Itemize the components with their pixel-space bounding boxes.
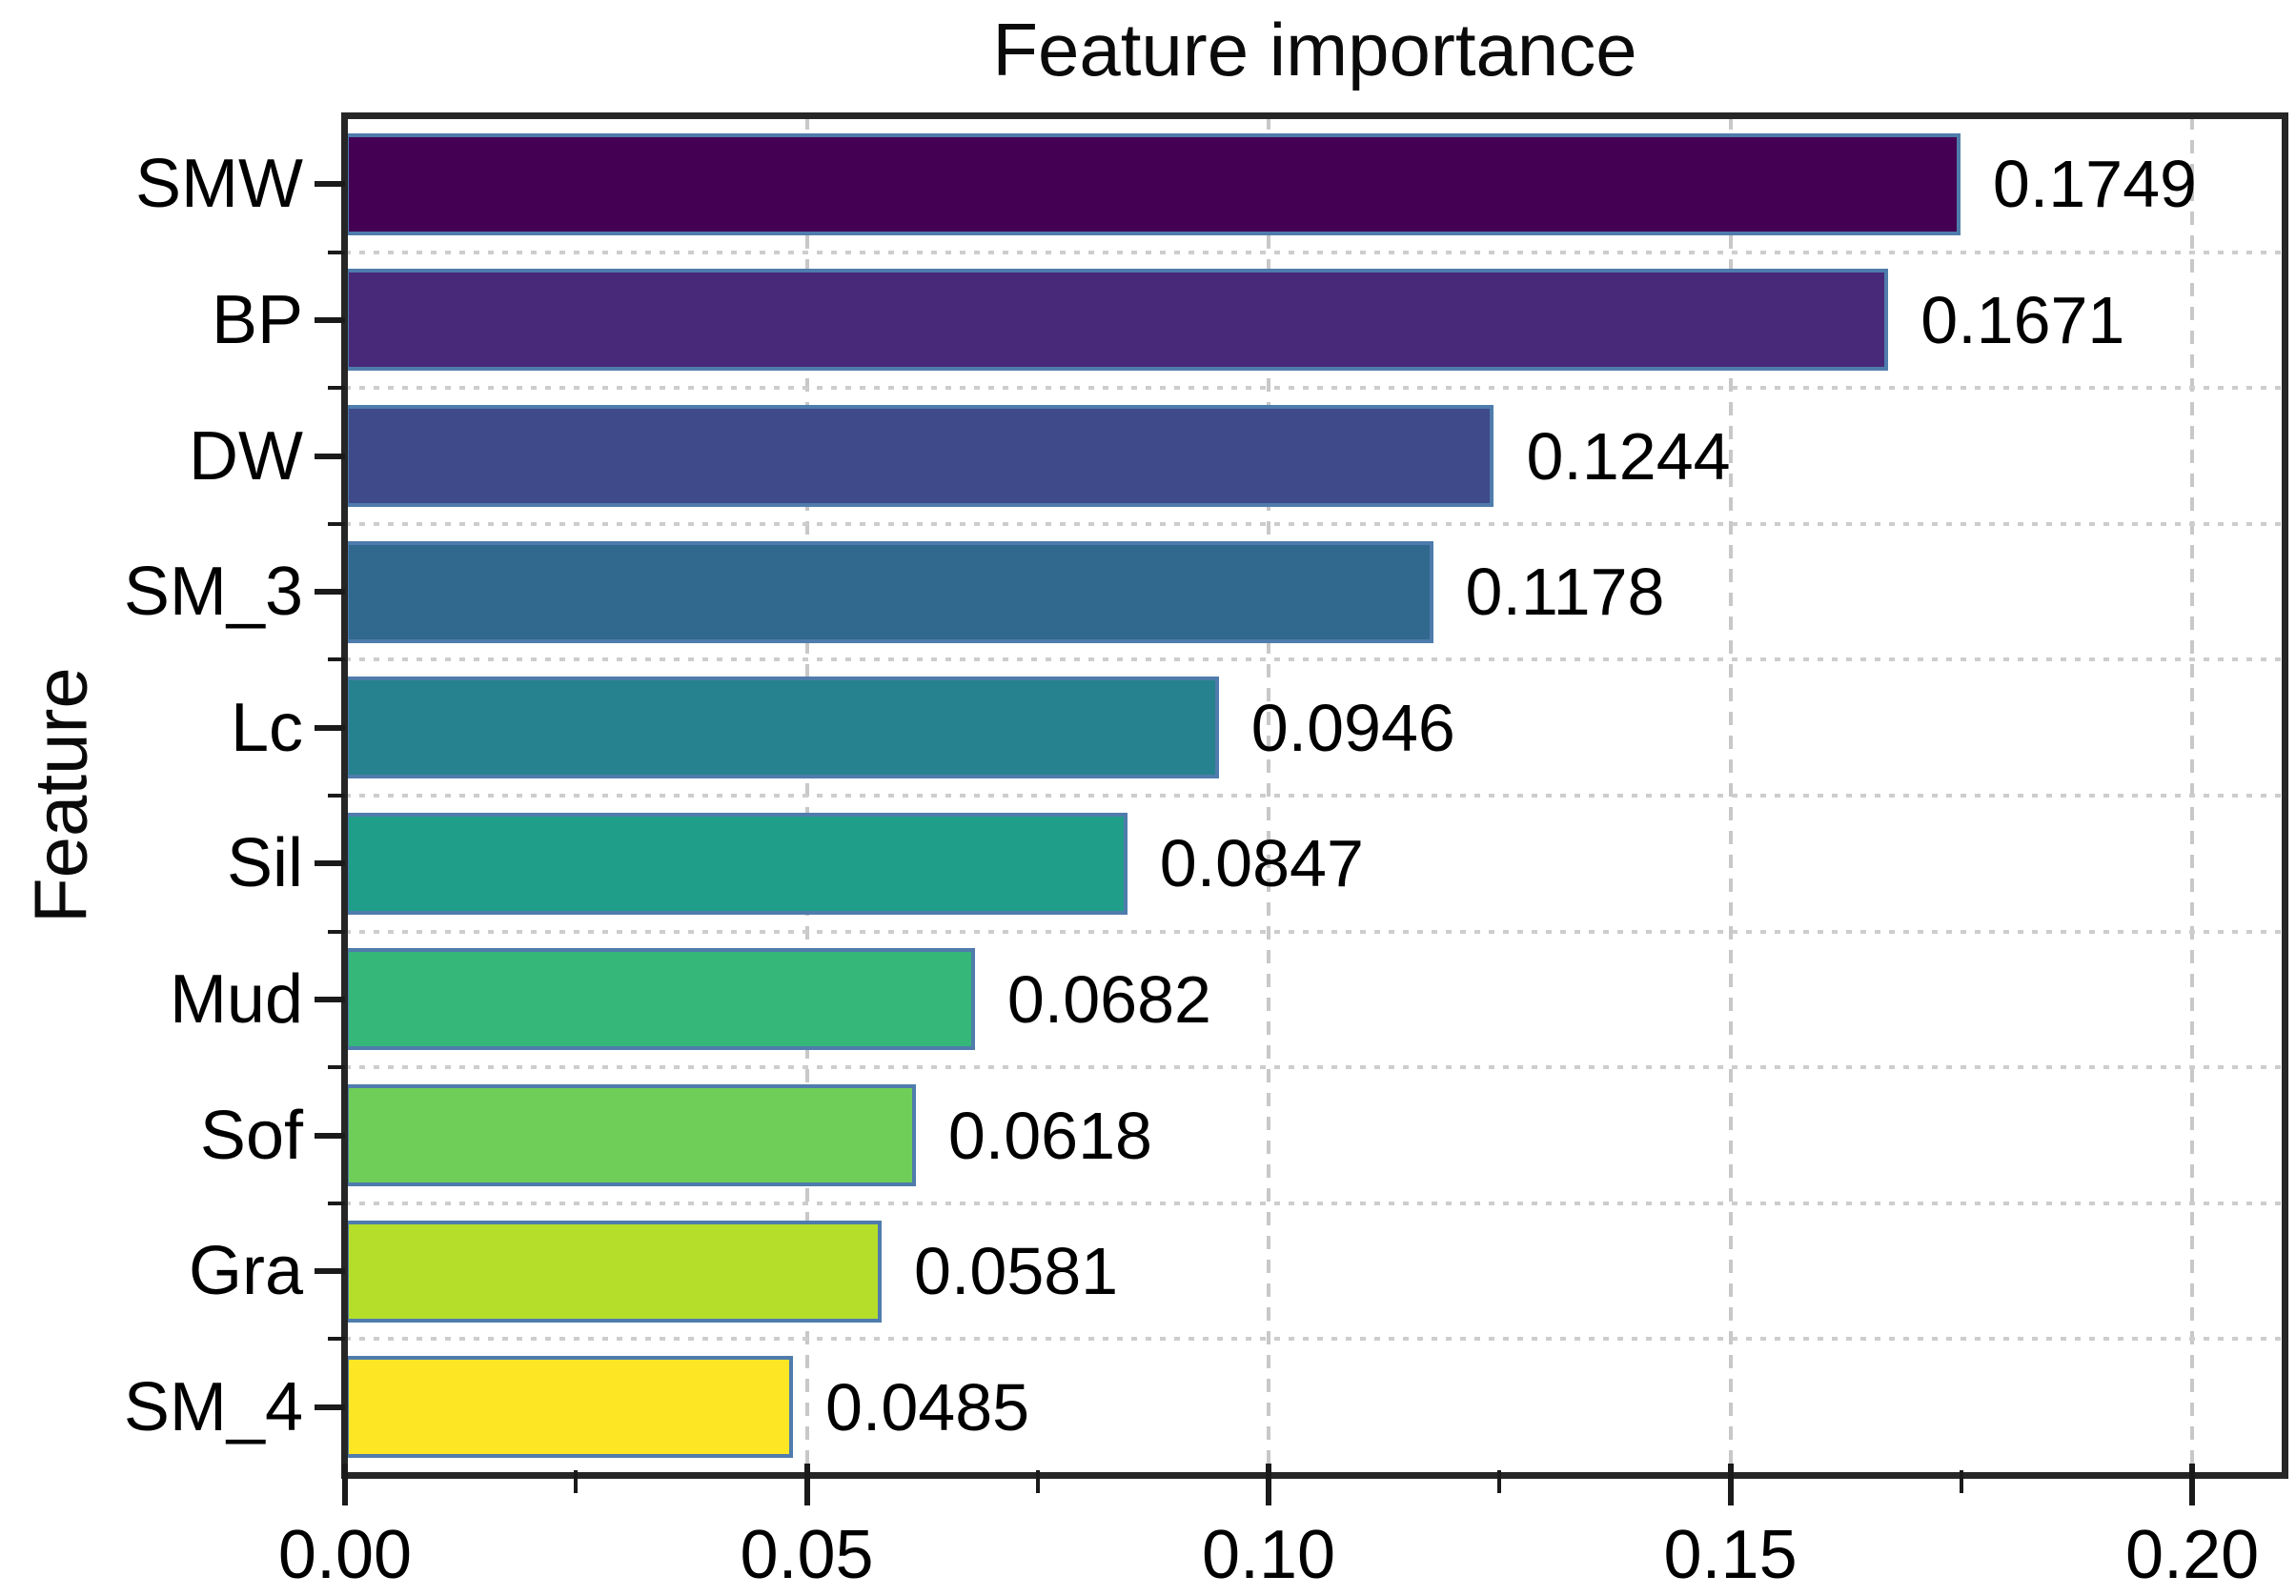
chart-title: Feature importance <box>992 8 1637 91</box>
y-tick-label-Gra: Gra <box>188 1233 303 1310</box>
x-minor-tick <box>1035 1470 1040 1493</box>
y-major-tick <box>315 1404 345 1410</box>
y-minor-tick <box>328 250 345 254</box>
x-major-tick <box>1266 1464 1272 1505</box>
y-major-tick <box>315 860 345 867</box>
bar-value-label: 0.0682 <box>1006 961 1211 1037</box>
y-minor-tick <box>328 386 345 391</box>
y-minor-tick <box>328 794 345 798</box>
y-minor-tick <box>328 521 345 526</box>
bar-SM_3 <box>345 540 1433 643</box>
y-gridline <box>345 521 2285 526</box>
x-tick-label: 0.15 <box>1663 1517 1798 1593</box>
y-minor-tick <box>328 1201 345 1205</box>
y-tick-label-SM_3: SM_3 <box>123 554 303 631</box>
bar-DW <box>345 405 1494 507</box>
bar-Gra <box>345 1220 883 1323</box>
x-major-tick <box>2189 1464 2196 1505</box>
y-gridline <box>345 1201 2285 1205</box>
x-major-tick <box>1727 1464 1734 1505</box>
y-major-tick <box>315 724 345 731</box>
y-major-tick <box>315 589 345 596</box>
y-major-tick <box>315 1268 345 1275</box>
bar-BP <box>345 269 1889 372</box>
y-gridline <box>345 250 2285 254</box>
bar-value-label: 0.0618 <box>947 1098 1152 1173</box>
y-major-tick <box>315 1132 345 1139</box>
bar-Sil <box>345 812 1128 915</box>
y-tick-label-BP: BP <box>211 281 303 358</box>
y-major-tick <box>315 453 345 459</box>
y-minor-tick <box>328 657 345 662</box>
y-gridline <box>345 386 2285 391</box>
y-tick-label-Mud: Mud <box>169 960 303 1038</box>
y-gridline <box>345 1337 2285 1342</box>
y-tick-label-Sof: Sof <box>199 1097 303 1174</box>
x-minor-tick <box>1959 1470 1963 1493</box>
bar-Mud <box>345 948 975 1051</box>
x-minor-tick <box>1497 1470 1502 1493</box>
bar-value-label: 0.0847 <box>1159 826 1364 901</box>
x-minor-tick <box>574 1470 579 1493</box>
bar-value-label: 0.1749 <box>1992 147 2197 222</box>
y-tick-label-Sil: Sil <box>226 825 303 902</box>
x-major-tick <box>803 1464 810 1505</box>
x-tick-label: 0.05 <box>740 1517 874 1593</box>
y-major-tick <box>315 316 345 323</box>
bar-value-label: 0.0946 <box>1250 690 1455 765</box>
x-major-tick <box>342 1464 348 1505</box>
x-tick-label: 0.10 <box>1201 1517 1336 1593</box>
x-tick-label: 0.00 <box>277 1517 413 1593</box>
y-gridline <box>345 929 2285 934</box>
y-gridline <box>345 1065 2285 1070</box>
bar-SMW <box>345 132 1961 235</box>
y-gridline <box>345 657 2285 662</box>
bar-value-label: 0.1671 <box>1920 282 2125 357</box>
y-tick-label-SM_4: SM_4 <box>123 1368 303 1445</box>
bar-value-label: 0.0485 <box>824 1369 1030 1444</box>
y-tick-label-SMW: SMW <box>135 146 303 223</box>
bar-value-label: 0.0581 <box>914 1234 1119 1309</box>
y-tick-label-DW: DW <box>189 417 303 495</box>
bar-value-label: 0.1178 <box>1465 555 1665 630</box>
y-minor-tick <box>328 1337 345 1342</box>
y-tick-label-Lc: Lc <box>230 689 303 766</box>
x-tick-label: 0.20 <box>2125 1517 2260 1593</box>
bar-value-label: 0.1244 <box>1526 418 1731 494</box>
bar-Sof <box>345 1084 916 1186</box>
bar-Lc <box>345 677 1219 779</box>
y-minor-tick <box>328 929 345 934</box>
y-gridline <box>345 794 2285 798</box>
bar-SM_4 <box>345 1356 793 1459</box>
y-minor-tick <box>328 1065 345 1070</box>
y-major-tick <box>315 996 345 1002</box>
y-major-tick <box>315 181 345 188</box>
